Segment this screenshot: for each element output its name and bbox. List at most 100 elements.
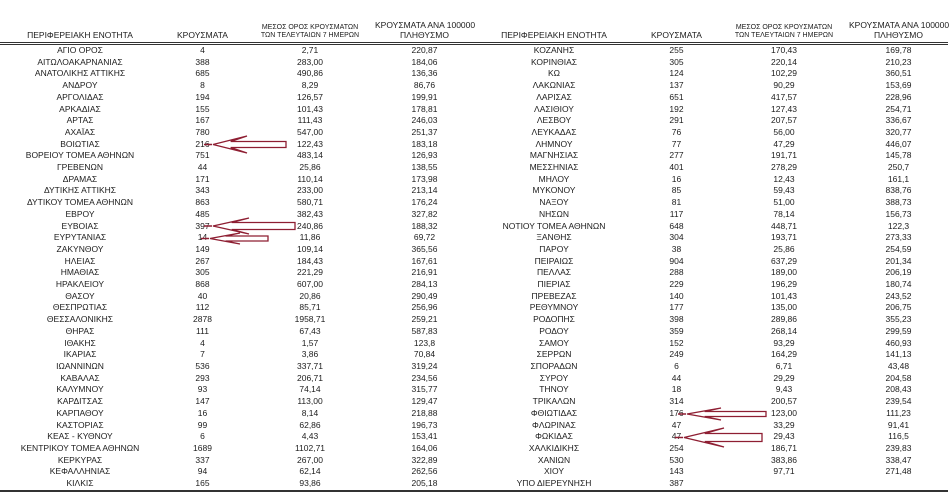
cases-cell: 76	[671, 126, 682, 137]
avg7-cell: 127,43	[771, 103, 797, 114]
cases-cell: 304	[669, 232, 684, 243]
region-cell: ΘΕΣΠΡΩΤΙΑΣ	[52, 302, 108, 313]
cases-cell: 81	[671, 197, 682, 208]
region-cell: ΤΡΙΚΑΛΩΝ	[532, 396, 576, 407]
per100k-cell: 91,41	[887, 419, 910, 430]
avg7-cell: 102,29	[771, 68, 797, 79]
per100k-cell: 284,13	[411, 279, 438, 290]
cases-cell: 44	[671, 372, 682, 383]
region-cell: ΚΕΦΑΛΛΗΝΙΑΣ	[49, 466, 111, 477]
region-cell: ΝΗΣΩΝ	[538, 208, 570, 219]
per100k-cell: 129,47	[411, 396, 438, 407]
region-cell: ΗΛΕΙΑΣ	[64, 255, 96, 266]
region-cell: ΠΕΙΡΑΙΩΣ	[534, 255, 574, 266]
cases-cell: 4	[200, 45, 205, 55]
table-row: ΧΙΟΥ 143 97,71 271,48	[474, 466, 948, 478]
per100k-cell: 204,58	[885, 372, 912, 383]
avg7-cell: 90,29	[773, 80, 795, 91]
cases-cell: 167	[195, 115, 210, 126]
table-row: ΙΩΑΝΝΙΝΩΝ 536 337,71 319,24	[0, 361, 474, 373]
per100k-cell: 188,32	[411, 220, 438, 231]
cases-cell: 1689	[193, 442, 212, 453]
column-header-region-label: ΠΕΡΙΦΕΡΕΙΑΚΗ ΕΝΟΤΗΤΑ	[27, 29, 133, 40]
avg7-cell: 8,14	[301, 407, 319, 418]
table-row: ΝΟΤΙΟΥ ΤΟΜΕΑ ΑΘΗΝΩΝ 648 448,71 122,3	[474, 221, 948, 233]
region-cell: ΙΚΑΡΙΑΣ	[63, 349, 97, 360]
column-header-avg7-line1: ΜΕΣΟΣ ΟΡΟΣ ΚΡΟΥΣΜΑΤΩΝ	[735, 23, 833, 31]
avg7-cell: 6,71	[775, 360, 793, 371]
avg7-cell: 33,29	[773, 419, 795, 430]
cases-cell: 124	[669, 68, 684, 79]
table-row: ΔΥΤΙΚΗΣ ΑΤΤΙΚΗΣ 343 233,00 213,14	[0, 185, 474, 197]
cases-cell: 229	[669, 279, 684, 290]
avg7-cell: 25,86	[299, 162, 321, 173]
table-row: ΚΑΣΤΟΡΙΑΣ 99 62,86 196,73	[0, 420, 474, 432]
per100k-cell: 355,23	[885, 314, 912, 325]
avg7-cell: 59,43	[773, 185, 795, 196]
table-row: ΦΩΚΙΔΑΣ 47 29,43 116,5	[474, 431, 948, 443]
per100k-cell: 69,72	[413, 232, 436, 243]
cases-cell: 868	[195, 279, 210, 290]
per100k-cell: 587,83	[411, 325, 438, 336]
avg7-cell: 283,00	[297, 56, 323, 67]
highlight-arrow	[677, 407, 767, 421]
cases-cell: 388	[195, 56, 210, 67]
cases-cell: 6	[674, 360, 679, 371]
avg7-cell: 1958,71	[294, 314, 326, 325]
table-row: ΞΑΝΘΗΣ 304 193,71 273,33	[474, 232, 948, 244]
per100k-cell: 338,47	[885, 454, 912, 465]
cases-cell: 85	[671, 185, 682, 196]
table-row: ΠΕΙΡΑΙΩΣ 904 637,29 201,34	[474, 256, 948, 268]
per100k-cell: 388,73	[885, 197, 912, 208]
avg7-cell: 483,14	[297, 150, 323, 161]
per100k-cell: 254,71	[885, 103, 912, 114]
cases-cell: 47	[671, 431, 682, 442]
per100k-cell: 256,96	[411, 302, 438, 313]
column-header-cases-label: ΚΡΟΥΣΜΑΤΑ	[651, 29, 702, 40]
avg7-cell: 62,14	[299, 466, 321, 477]
avg7-cell: 29,43	[773, 431, 795, 442]
avg7-cell: 62,86	[299, 419, 321, 430]
cases-cell: 398	[669, 314, 684, 325]
column-header-per100k: ΚΡΟΥΣΜΑΤΑ ΑΝΑ 100000 ΠΛΗΘΥΣΜΟ	[849, 0, 949, 45]
table-row: ΚΑΒΑΛΑΣ 293 206,71 234,56	[0, 373, 474, 385]
avg7-cell: 289,86	[771, 314, 797, 325]
region-cell: ΚΟΖΑΝΗΣ	[533, 45, 575, 55]
avg7-cell: 189,00	[771, 267, 797, 278]
region-cell: ΠΡΕΒΕΖΑΣ	[531, 290, 577, 301]
avg7-cell: 164,29	[771, 349, 797, 360]
per100k-cell: 123,8	[413, 337, 436, 348]
per100k-cell: 259,21	[411, 314, 438, 325]
region-cell: ΑΡΤΑΣ	[66, 115, 94, 126]
cases-cell: 291	[669, 115, 684, 126]
cases-cell: 99	[197, 419, 208, 430]
cases-cell: 16	[671, 173, 682, 184]
highlight-arrow	[201, 231, 269, 245]
cases-table-right: ΠΕΡΙΦΕΡΕΙΑΚΗ ΕΝΟΤΗΤΑ ΚΡΟΥΣΜΑΤΑ ΜΕΣΟΣ ΟΡΟ…	[474, 0, 949, 492]
avg7-cell: 11,86	[299, 232, 321, 243]
cases-cell: 387	[669, 478, 684, 489]
table-row: ΔΥΤΙΚΟΥ ΤΟΜΕΑ ΑΘΗΝΩΝ 863 580,71 176,24	[0, 197, 474, 209]
region-cell: ΕΒΡΟΥ	[65, 208, 95, 219]
table-row: ΦΛΩΡΙΝΑΣ 47 33,29 91,41	[474, 420, 948, 432]
cases-cell: 863	[195, 197, 210, 208]
highlight-arrow	[203, 217, 296, 236]
cases-cell: 18	[671, 384, 682, 395]
avg7-cell: 490,86	[297, 68, 323, 79]
region-cell: ΡΕΘΥΜΝΟΥ	[529, 302, 579, 313]
per100k-cell: 208,43	[885, 384, 912, 395]
column-header-region: ΠΕΡΙΦΕΡΕΙΑΚΗ ΕΝΟΤΗΤΑ	[0, 0, 160, 45]
cases-cell: 305	[669, 56, 684, 67]
table-row: ΒΟΙΩΤΙΑΣ 216 122,43 183,18	[0, 139, 474, 151]
table-row: ΚΩ 124 102,29 360,51	[474, 68, 948, 80]
per100k-cell: 254,59	[885, 243, 912, 254]
cases-cell: 288	[669, 267, 684, 278]
per100k-cell: 327,82	[411, 208, 438, 219]
region-cell: ΣΕΡΡΩΝ	[536, 349, 572, 360]
per100k-cell: 164,06	[411, 442, 438, 453]
per100k-cell: 213,14	[411, 185, 438, 196]
avg7-cell: 25,86	[773, 243, 795, 254]
per100k-cell: 169,78	[885, 45, 912, 55]
avg7-cell: 607,00	[297, 279, 323, 290]
table-row: ΚΕΑΣ - ΚΥΘΝΟΥ 6 4,43 153,41	[0, 431, 474, 443]
